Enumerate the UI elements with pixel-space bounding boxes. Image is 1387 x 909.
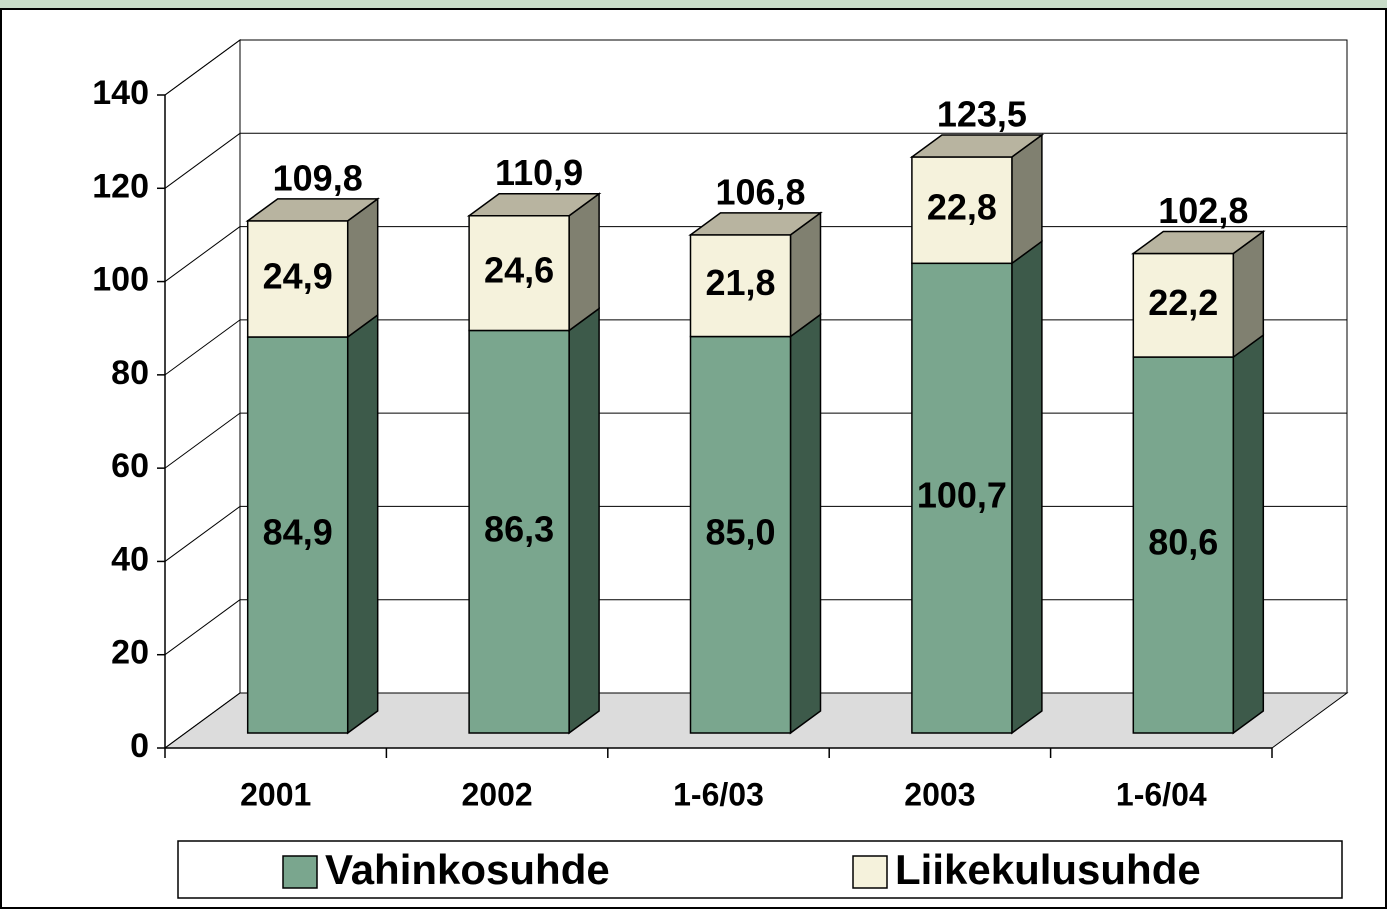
value-label: 24,6 bbox=[484, 250, 554, 291]
value-label: 21,8 bbox=[705, 262, 775, 303]
value-label: 24,9 bbox=[263, 255, 333, 296]
legend-swatch bbox=[852, 855, 888, 889]
value-label: 100,7 bbox=[917, 475, 1007, 516]
bar bbox=[1132, 356, 1235, 734]
total-label: 109,8 bbox=[273, 157, 363, 198]
bar bbox=[246, 220, 349, 338]
total-label: 123,5 bbox=[937, 93, 1027, 134]
y-tick-label: 80 bbox=[111, 354, 149, 392]
top-band bbox=[0, 0, 1387, 9]
value-label: 84,9 bbox=[263, 512, 333, 553]
y-tick-label: 100 bbox=[92, 261, 149, 299]
side-grid-line bbox=[164, 412, 241, 469]
bar-side bbox=[1011, 239, 1043, 735]
frame bbox=[0, 8, 1387, 909]
legend bbox=[177, 840, 1343, 899]
y-tick-label: 0 bbox=[130, 727, 149, 765]
value-label: 22,8 bbox=[927, 187, 997, 228]
bar-top bbox=[245, 198, 380, 222]
x-tick-label: 2002 bbox=[462, 776, 533, 812]
side-grid-line bbox=[164, 599, 241, 656]
bar-side bbox=[568, 192, 600, 332]
y-tick-label: 20 bbox=[111, 634, 149, 672]
bar-top bbox=[909, 134, 1045, 158]
value-label: 80,6 bbox=[1148, 522, 1218, 563]
bar bbox=[911, 156, 1013, 265]
total-label: 110,9 bbox=[495, 152, 583, 193]
legend-label: Vahinkosuhde bbox=[325, 846, 610, 893]
total-label: 106,8 bbox=[715, 171, 805, 212]
side-grid-line bbox=[164, 692, 241, 749]
x-tick-label: 1-6/04 bbox=[1116, 776, 1207, 812]
bar bbox=[468, 214, 570, 332]
legend-swatch bbox=[282, 855, 318, 889]
value-label: 85,0 bbox=[705, 511, 775, 552]
x-tick-label: 1-6/03 bbox=[673, 776, 764, 812]
y-tick-label: 60 bbox=[111, 447, 149, 485]
bar-top bbox=[1131, 230, 1266, 255]
bar-side bbox=[1232, 333, 1265, 735]
value-label: 22,2 bbox=[1148, 282, 1218, 323]
x-tick-label: 2001 bbox=[240, 776, 311, 812]
bar-top bbox=[466, 192, 602, 217]
bar-side bbox=[789, 313, 822, 735]
side-grid-line bbox=[164, 132, 241, 189]
total-label: 102,8 bbox=[1158, 190, 1248, 231]
y-tick-label: 40 bbox=[111, 540, 149, 578]
bar-side bbox=[346, 197, 379, 339]
bar bbox=[689, 234, 792, 338]
y-tick-label: 120 bbox=[92, 167, 149, 205]
bar-top bbox=[688, 212, 823, 236]
value-label: 86,3 bbox=[484, 508, 554, 549]
bar bbox=[468, 329, 570, 734]
bar bbox=[246, 336, 349, 734]
side-grid-line bbox=[164, 39, 241, 96]
x-tick-label: 2003 bbox=[904, 776, 975, 812]
bar-side bbox=[346, 313, 379, 735]
bar bbox=[911, 262, 1013, 734]
side-grid-line bbox=[164, 226, 241, 282]
side-grid-line bbox=[164, 319, 241, 376]
side-wall bbox=[164, 39, 241, 749]
legend-label: Liikekulusuhde bbox=[895, 846, 1201, 893]
side-grid-line bbox=[164, 506, 241, 562]
y-tick-label: 140 bbox=[92, 74, 149, 112]
bar-side bbox=[568, 306, 600, 735]
